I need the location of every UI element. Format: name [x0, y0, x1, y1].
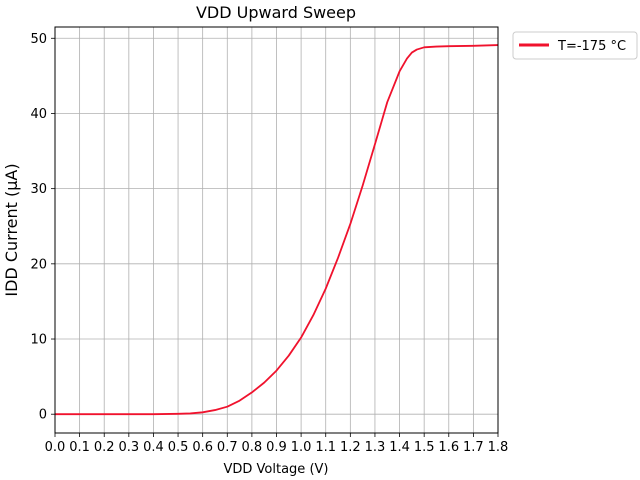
x-tick-label: 1.7	[463, 440, 484, 455]
x-tick-label: 0.9	[266, 440, 287, 455]
grid-layer	[54, 27, 499, 433]
series-layer	[55, 44, 499, 416]
x-tick-label: 1.3	[365, 440, 386, 455]
x-tick-label: 1.2	[340, 440, 361, 455]
y-ticks: 0 10 20 30 40 50	[30, 32, 55, 423]
x-tick-label: 0.1	[69, 440, 90, 455]
x-tick-label: 0.0	[45, 440, 66, 455]
legend-box	[512, 31, 638, 60]
x-tick-label: 1.4	[389, 440, 410, 455]
x-tick-label: 0.5	[168, 440, 189, 455]
series-line	[55, 44, 499, 416]
y-tick-label: 10	[30, 333, 47, 348]
y-tick-label: 0	[39, 408, 47, 423]
chart-title: VDD Upward Sweep	[196, 3, 356, 22]
x-tick-label: 0.7	[217, 440, 238, 455]
x-tick-label: 1.1	[315, 440, 336, 455]
x-tick-label: 0.6	[192, 440, 213, 455]
legend-label: T=-175 °C	[557, 39, 626, 54]
y-axis-label: IDD Current (μA)	[2, 163, 21, 296]
x-tick-label: 0.2	[94, 440, 115, 455]
x-tick-label: 1.8	[488, 440, 509, 455]
y-tick-label: 20	[30, 257, 47, 272]
legend: T=-175 °C	[512, 31, 638, 60]
x-tick-label: 1.6	[438, 440, 459, 455]
y-tick-label: 30	[30, 182, 47, 197]
x-tick-label: 0.8	[242, 440, 263, 455]
x-tick-label: 1.0	[291, 440, 312, 455]
x-tick-label: 1.5	[414, 440, 435, 455]
y-tick-label: 50	[30, 32, 47, 47]
x-tick-label: 0.3	[118, 440, 139, 455]
x-axis-label: VDD Voltage (V)	[224, 462, 329, 477]
x-ticks: 0.0 0.1 0.2 0.3 0.4 0.5 0.6 0.7 0.8 0.9 1.0 1.1 1.2 1…	[45, 433, 509, 455]
y-tick-label: 40	[30, 107, 47, 122]
x-tick-label: 0.4	[143, 440, 164, 455]
